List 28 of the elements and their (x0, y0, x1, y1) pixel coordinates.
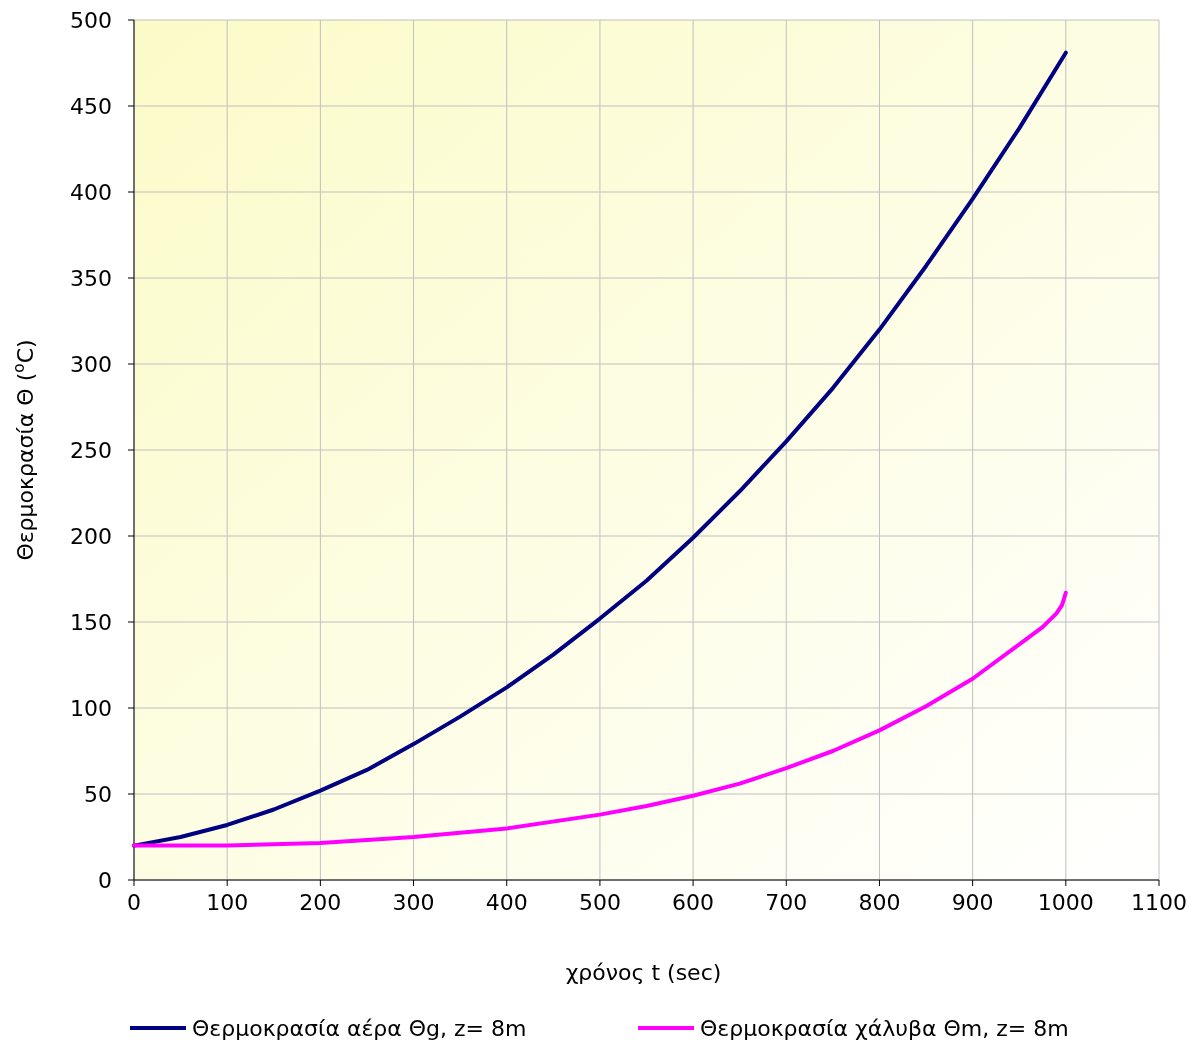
x-tick-label: 1100 (1131, 890, 1187, 915)
x-tick-label: 400 (485, 890, 528, 915)
x-tick-label: 800 (858, 890, 901, 915)
y-tick-label: 450 (70, 94, 112, 119)
y-tick-label: 150 (70, 610, 112, 635)
x-tick-label: 300 (392, 890, 435, 915)
y-tick-label: 250 (70, 438, 112, 463)
x-tick-label: 200 (299, 890, 342, 915)
x-tick-label: 100 (206, 890, 249, 915)
x-tick-label: 500 (578, 890, 621, 915)
x-tick-label: 0 (127, 890, 141, 915)
legend-label: Θερμοκρασία αέρα Θg, z= 8m (192, 1016, 527, 1041)
y-tick-label: 300 (70, 352, 112, 377)
line-series (132, 50, 1068, 848)
legend-label: Θερμοκρασία χάλυβα Θm, z= 8m (700, 1016, 1069, 1041)
x-tick-label: 600 (672, 890, 715, 915)
x-tick-label: 1000 (1037, 890, 1094, 915)
y-tick-label: 200 (70, 524, 112, 549)
x-tick-label: 700 (765, 890, 808, 915)
y-tick-label: 350 (70, 266, 112, 291)
line-series (132, 590, 1068, 848)
y-tick-label: 500 (70, 8, 112, 33)
x-axis-title: χρόνος t (sec) (565, 960, 722, 985)
y-tick-label: 400 (70, 180, 112, 205)
y-tick-label: 100 (70, 696, 112, 721)
y-tick-label: 50 (84, 782, 112, 807)
x-tick-label: 900 (951, 890, 994, 915)
y-tick-label: 0 (98, 868, 112, 893)
